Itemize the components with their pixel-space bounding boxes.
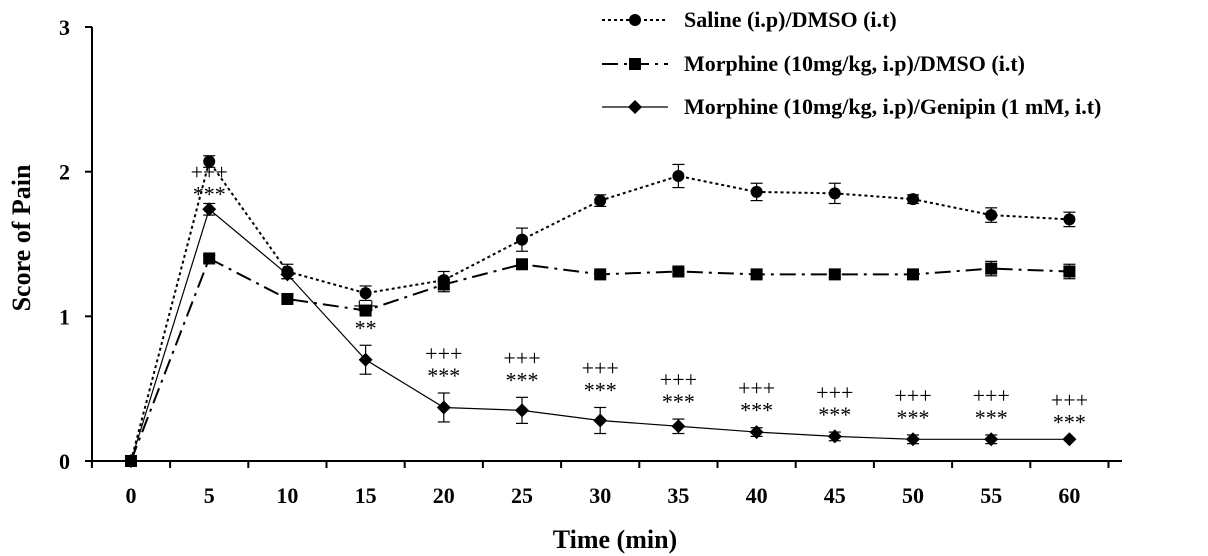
data-point [827,429,842,444]
data-point [985,209,998,222]
annotations: ***+++**++***+++***+++***+++***+++***+++… [191,159,1088,434]
data-point [749,425,764,440]
significance-stars: *** [740,398,773,423]
x-axis-label: Time (min) [553,525,677,554]
significance-plus: +++ [425,341,462,366]
significance-stars: *** [584,377,617,402]
axes [91,27,1122,462]
legend-item-3: Morphine (10mg/kg, i.p)/Genipin (1 mM, i… [602,94,1101,119]
data-point [907,193,919,206]
significance-stars: *** [662,389,695,414]
data-point [984,432,999,447]
data-point [671,419,686,434]
data-point [280,267,295,282]
data-point [750,185,763,198]
data-point [202,202,217,217]
data-point [828,268,841,281]
data-point [203,155,216,168]
data-point [593,413,608,428]
x-tick-label: 60 [1058,483,1080,508]
y-axis-label: Score of Pain [7,164,36,311]
x-tick-label: 55 [980,483,1002,508]
legend-item-2: Morphine (10mg/kg, i.p)/DMSO (i.t) [602,51,1025,76]
data-point [1062,432,1077,447]
significance-plus: +++ [738,376,775,401]
significance-stars: *** [1053,409,1086,434]
significance-stars: *** [506,367,539,392]
significance-plus: +++ [973,383,1010,408]
data-point [750,268,763,281]
data-point [594,268,607,281]
legend-label: Morphine (10mg/kg, i.p)/DMSO (i.t) [684,51,1025,76]
data-point [281,292,294,305]
significance-plus: ++ [353,293,378,318]
x-tick-label: 35 [667,483,689,508]
significance-stars: *** [897,405,930,430]
data-point [516,233,528,246]
y-tick-label: 0 [59,449,70,474]
x-tick-label: 20 [433,483,455,508]
significance-plus: +++ [816,380,853,405]
legend-label: Morphine (10mg/kg, i.p)/Genipin (1 mM, i… [684,94,1101,119]
data-point [515,403,529,418]
data-point [359,304,372,317]
significance-plus: +++ [1051,387,1088,412]
legend: Saline (i.p)/DMSO (i.t) Morphine (10mg/kg… [602,7,1101,119]
data-point [516,258,528,271]
significance-plus: +++ [660,367,697,392]
data-point [437,278,450,291]
x-tick-label: 10 [276,483,298,508]
data-point [124,454,138,468]
y-tick-label: 1 [59,304,70,329]
data-point [1063,213,1076,226]
x-tick-label: 0 [126,483,137,508]
legend-label: Saline (i.p)/DMSO (i.t) [684,7,897,32]
data-point [828,187,841,200]
legend-item-1: Saline (i.p)/DMSO (i.t) [602,7,897,32]
significance-stars: ** [355,315,377,340]
data-point [985,262,998,275]
data-point [203,252,216,265]
x-tick-label: 5 [204,483,215,508]
x-tick-label: 25 [511,483,533,508]
x-tick-label: 30 [589,483,611,508]
significance-stars: *** [193,181,226,206]
significance-stars: *** [427,363,460,388]
significance-plus: +++ [894,383,931,408]
x-tick-label: 45 [824,483,846,508]
x-tick-label: 50 [902,483,924,508]
data-point [436,400,451,415]
data-point [1063,265,1076,278]
y-tick-label: 2 [59,160,70,185]
x-tick-label: 40 [746,483,768,508]
data-point [359,287,372,300]
series-3 [124,202,1077,468]
data-point [672,170,685,183]
significance-stars: *** [818,402,851,427]
series-layer [124,155,1077,468]
data-point [907,268,919,281]
legend-marker [629,58,641,70]
data-point [672,265,685,278]
significance-plus: +++ [191,159,228,184]
series-2 [125,252,1076,467]
legend-marker [628,100,642,114]
legend-marker [629,14,641,26]
data-point [358,352,373,367]
data-point [594,194,607,207]
significance-plus: +++ [503,345,540,370]
y-tick-label: 3 [59,15,70,40]
data-point [906,432,920,447]
significance-plus: +++ [582,355,619,380]
significance-stars: *** [975,405,1008,430]
x-tick-label: 15 [355,483,377,508]
